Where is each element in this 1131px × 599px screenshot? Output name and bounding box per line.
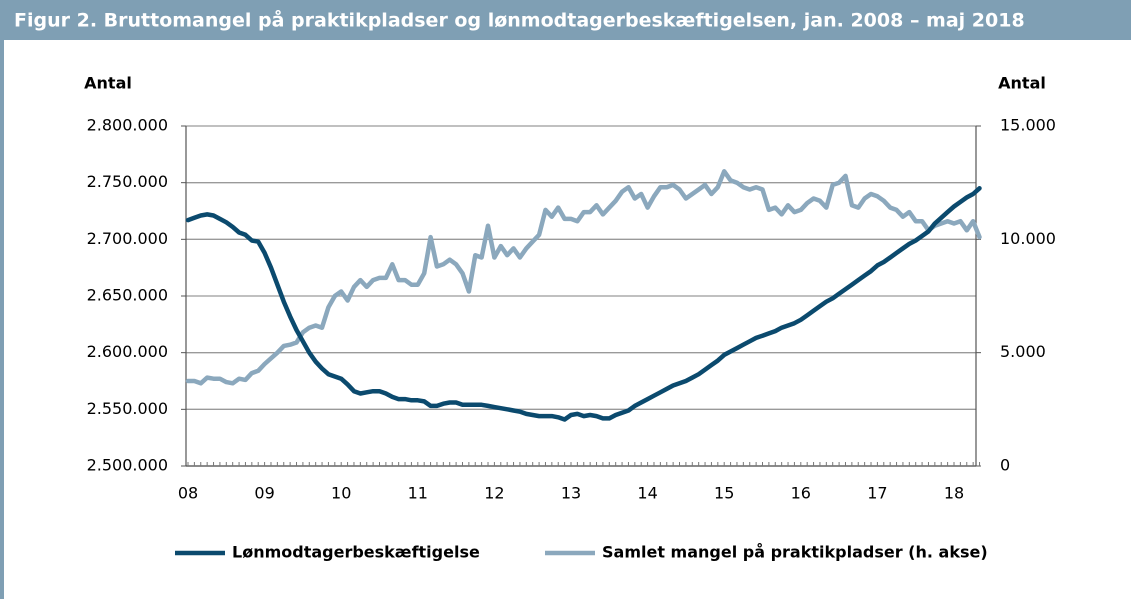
x-tick-label: 13 (561, 484, 581, 503)
y2-tick-label: 15.000 (1000, 116, 1056, 135)
y-tick-label: 2.550.000 (87, 399, 168, 418)
y-tick-label: 2.700.000 (87, 229, 168, 248)
title-bar (0, 0, 1131, 40)
x-tick-label: 17 (867, 484, 887, 503)
x-tick-label: 11 (408, 484, 428, 503)
y-axis-label: Antal (84, 74, 132, 93)
y-tick-label: 2.800.000 (87, 116, 168, 135)
x-tick-label: 16 (791, 484, 811, 503)
x-tick-label: 09 (254, 484, 274, 503)
y2-axis-label: Antal (998, 74, 1046, 93)
left-border (0, 40, 4, 599)
series-line (185, 169, 982, 386)
x-tick-label: 10 (331, 484, 351, 503)
legend-label: Lønmodtagerbeskæftigelse (232, 543, 480, 562)
y2-tick-label: 0 (1000, 456, 1010, 475)
x-tick-label: 12 (484, 484, 504, 503)
x-tick-label: 08 (178, 484, 198, 503)
y2-tick-label: 10.000 (1000, 229, 1056, 248)
x-tick-label: 14 (637, 484, 657, 503)
legend-label: Samlet mangel på praktikpladser (h. akse… (602, 543, 988, 562)
series-line (185, 186, 982, 422)
chart-title: Figur 2. Bruttomangel på praktikpladser … (14, 8, 1025, 32)
y-tick-label: 2.650.000 (87, 286, 168, 305)
y-tick-label: 2.500.000 (87, 456, 168, 475)
y2-tick-label: 5.000 (1000, 342, 1046, 361)
y-tick-label: 2.750.000 (87, 172, 168, 191)
x-tick-label: 15 (714, 484, 734, 503)
x-tick-label: 18 (944, 484, 964, 503)
y-tick-label: 2.600.000 (87, 342, 168, 361)
